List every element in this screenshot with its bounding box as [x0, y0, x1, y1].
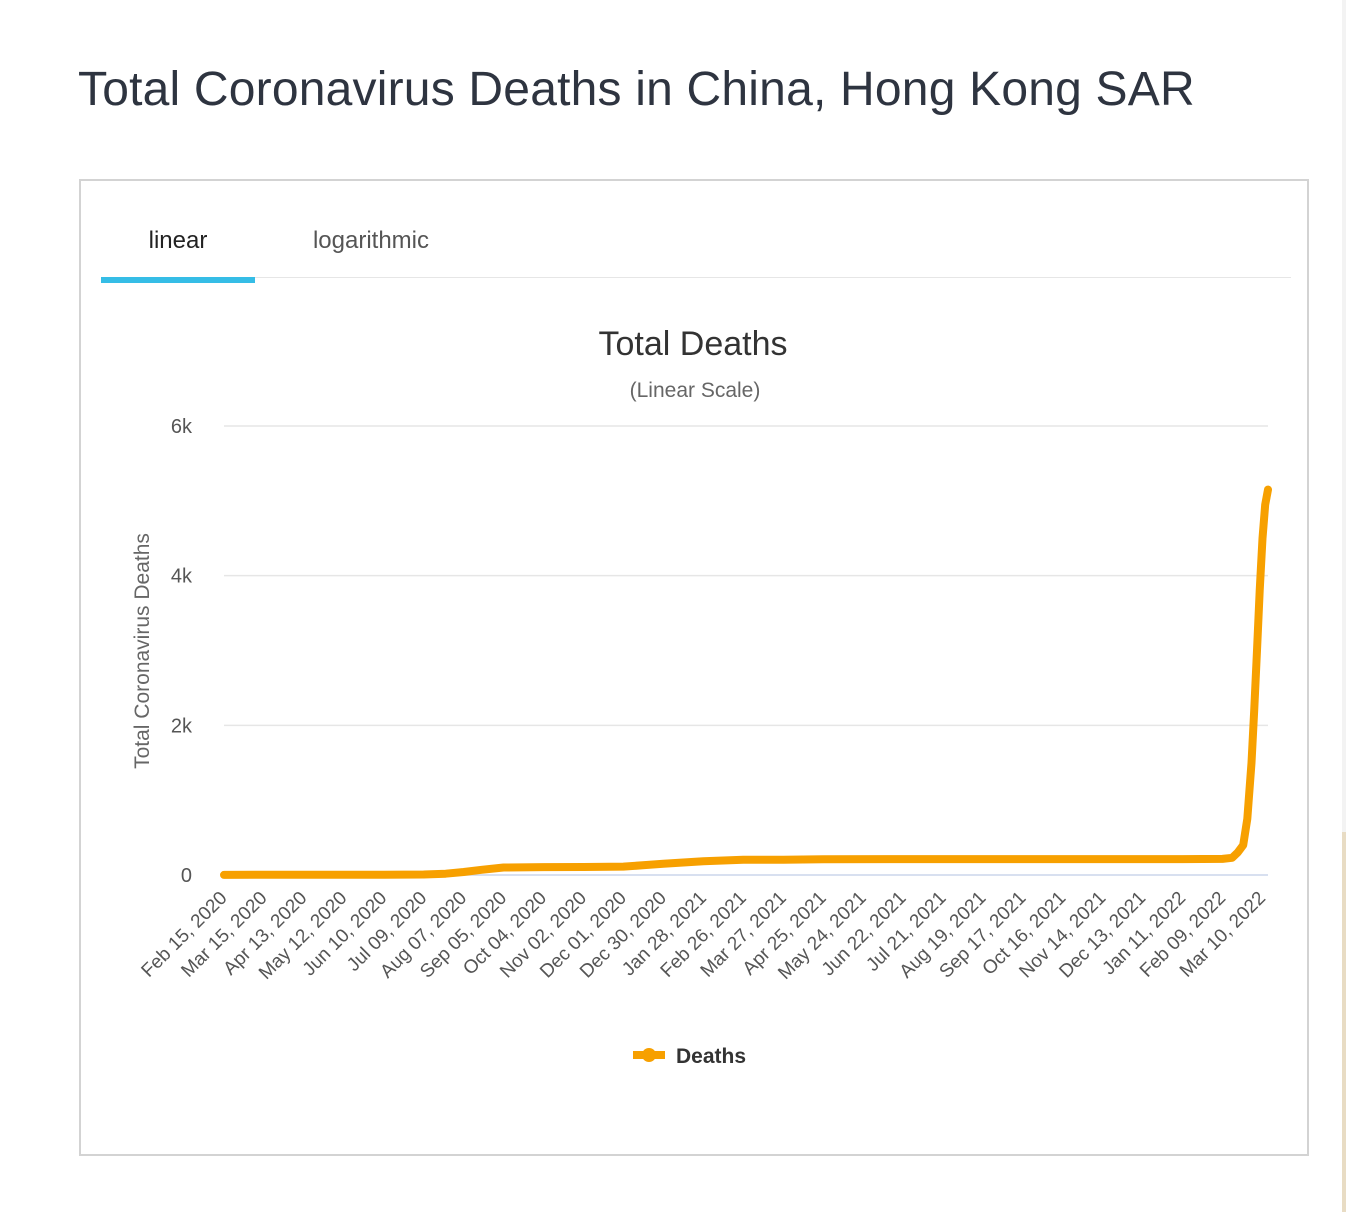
- data-point: [820, 856, 826, 862]
- data-point: [461, 869, 467, 875]
- y-tick-label: 2k: [171, 715, 193, 737]
- data-point: [221, 872, 227, 878]
- data-point: [740, 857, 746, 863]
- y-axis-ticks: 0 2k 4k 6k: [171, 416, 193, 887]
- data-point: [1257, 588, 1263, 594]
- chart-subtitle: (Linear Scale): [630, 379, 761, 402]
- data-point: [1249, 760, 1254, 766]
- page-edge-strip: [1342, 0, 1346, 1212]
- series-deaths: [220, 485, 1272, 879]
- data-point: [900, 856, 906, 862]
- y-tick-label: 0: [181, 865, 192, 887]
- grid-lines: [224, 425, 1268, 876]
- deaths-chart: Total Deaths (Linear Scale) Total Corona…: [131, 325, 1272, 1068]
- data-point: [261, 872, 267, 878]
- y-tick-label: 4k: [171, 566, 193, 588]
- legend[interactable]: Deaths: [633, 1045, 746, 1068]
- legend-label-deaths: Deaths: [676, 1045, 746, 1068]
- tab-active-indicator: [101, 277, 255, 283]
- data-point: [421, 872, 427, 877]
- data-point: [700, 858, 706, 864]
- y-tick-label: 6k: [171, 416, 193, 438]
- page-title: Total Coronavirus Deaths in China, Hong …: [78, 63, 1195, 116]
- data-point: [1265, 487, 1271, 493]
- data-point: [1260, 535, 1265, 541]
- data-point: [479, 867, 485, 873]
- data-point: [640, 862, 646, 868]
- data-point: [1240, 842, 1246, 848]
- data-point: [541, 864, 546, 870]
- data-point: [501, 865, 507, 870]
- tab-logarithmic-label: logarithmic: [312, 227, 430, 254]
- y-axis-title: Total Coronavirus Deaths: [131, 533, 154, 769]
- scale-tabs: linear logarithmic: [101, 181, 1291, 283]
- data-point: [1251, 707, 1257, 713]
- chart-card: linear logarithmic Total Deaths (Linear …: [79, 179, 1309, 1156]
- data-point: [660, 861, 666, 867]
- chart-title: Total Deaths: [599, 325, 788, 363]
- tab-linear-label: linear: [148, 227, 208, 254]
- data-point: [1244, 816, 1250, 822]
- data-point: [620, 864, 626, 870]
- data-point: [301, 872, 307, 878]
- data-point: [1262, 502, 1268, 508]
- data-point: [1180, 856, 1186, 862]
- data-point: [581, 864, 586, 870]
- data-point: [341, 872, 347, 878]
- series-line-deaths: [220, 485, 1272, 879]
- data-point: [1254, 648, 1260, 653]
- data-point: [1220, 856, 1225, 862]
- data-point: [443, 871, 449, 877]
- data-point: [1060, 856, 1066, 862]
- tab-logarithmic[interactable]: logarithmic: [291, 181, 451, 281]
- data-point: [1235, 850, 1241, 855]
- data-point: [381, 872, 387, 878]
- data-point: [1229, 855, 1235, 861]
- tab-linear[interactable]: linear: [101, 181, 255, 283]
- legend-swatch-marker: [642, 1048, 656, 1062]
- page-edge-strip-lower: [1342, 832, 1346, 1212]
- data-point: [780, 857, 786, 863]
